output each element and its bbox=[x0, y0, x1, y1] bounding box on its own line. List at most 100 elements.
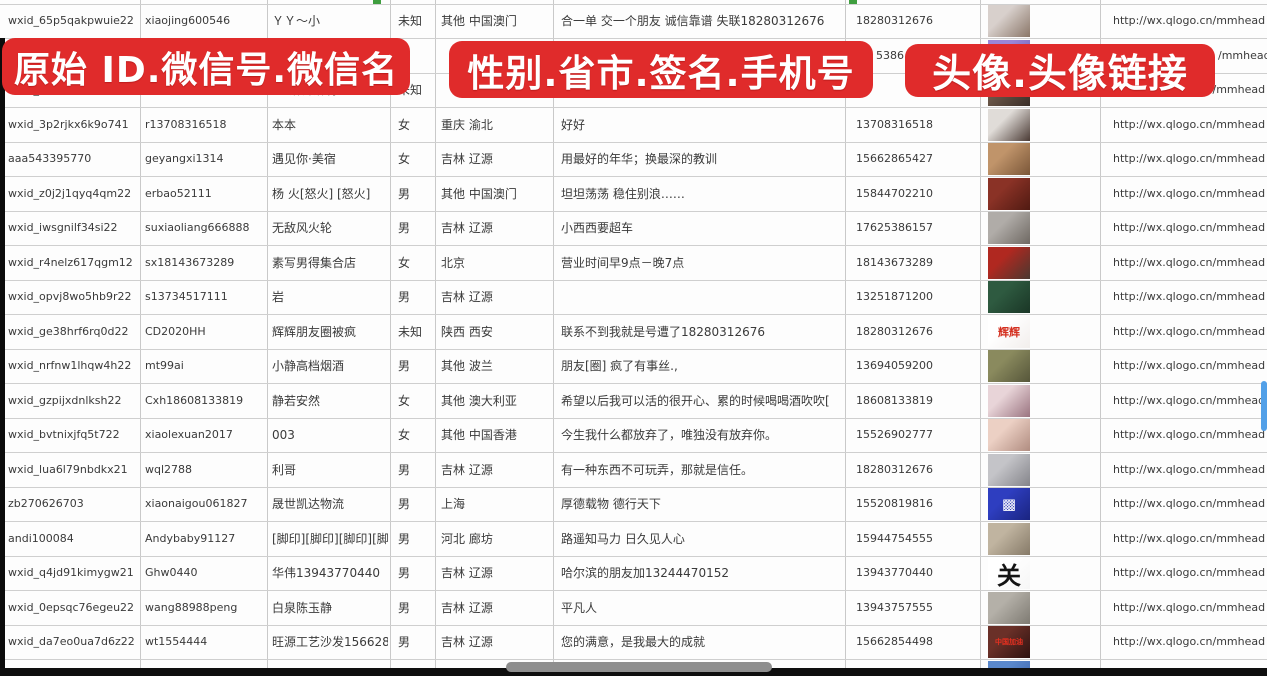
cell-phone[interactable]: 18143673289 bbox=[856, 246, 974, 280]
cell-name[interactable]: 杨 火[怒火] [怒火] bbox=[272, 186, 371, 201]
cell-signature[interactable]: 营业时间早9点－晚7点 bbox=[561, 255, 685, 270]
cell-province[interactable]: 其他 中国澳门 bbox=[441, 14, 517, 28]
cell-wxid[interactable]: zb270626703 bbox=[8, 497, 84, 510]
cell-weixin[interactable]: r13708316518 bbox=[145, 117, 227, 131]
cell-province[interactable]: 吉林 辽源 bbox=[441, 152, 493, 166]
cell-gender[interactable]: 未知 bbox=[398, 324, 423, 339]
cell-province[interactable]: 其他 中国澳门 bbox=[441, 186, 517, 201]
avatar-image[interactable]: 中国加油 bbox=[988, 626, 1030, 658]
cell-province[interactable]: 吉林 辽源 bbox=[441, 462, 493, 477]
cell-province[interactable]: 吉林 辽源 bbox=[441, 221, 493, 235]
cell-url[interactable]: http://wx.qlogo.cn/mmhead bbox=[1113, 152, 1266, 165]
cell-wxid[interactable]: wxid_nrfnw1lhqw4h22 bbox=[8, 359, 132, 372]
cell-signature[interactable]: 合一单 交一个朋友 诚信靠谱 失联18280312676 bbox=[561, 14, 825, 28]
cell-signature[interactable] bbox=[561, 280, 844, 314]
avatar-image[interactable] bbox=[988, 453, 1030, 486]
cell-wxid[interactable]: wxid_lua6l79nbdkx21 bbox=[8, 462, 128, 476]
cell-phone[interactable]: 13708316518 bbox=[856, 108, 974, 142]
cell-gender[interactable]: 男 bbox=[398, 531, 411, 546]
cell-wxid[interactable]: wxid_q4jd91kimygw21 bbox=[8, 566, 134, 579]
cell-province[interactable]: 吉林 辽源 bbox=[441, 290, 493, 304]
cell-name[interactable]: 辉辉朋友圈被疯 bbox=[272, 324, 357, 339]
cell-name[interactable]: 静若安然 bbox=[272, 393, 321, 408]
cell-phone[interactable]: 15844702210 bbox=[856, 177, 974, 211]
cell-url[interactable]: http://wx.qlogo.cn/mmhead bbox=[1113, 462, 1266, 476]
cell-weixin[interactable]: Cxh18608133819 bbox=[145, 393, 244, 407]
cell-signature[interactable]: 您的满意，是我最大的成就 bbox=[561, 635, 706, 649]
cell-phone[interactable]: 15662854498 bbox=[856, 625, 974, 659]
cell-weixin[interactable]: Andybaby91127 bbox=[145, 531, 236, 545]
cell-gender[interactable]: 女 bbox=[398, 255, 411, 270]
cell-name[interactable]: 旺源工艺沙发15662854 bbox=[272, 635, 388, 649]
cell-province[interactable]: 吉林 辽源 bbox=[441, 600, 493, 615]
cell-url[interactable]: http://wx.qlogo.cn/mmhead bbox=[1113, 14, 1266, 27]
cell-gender[interactable]: 男 bbox=[398, 600, 411, 615]
cell-url[interactable]: http://wx.qlogo.cn/mmhead bbox=[1113, 393, 1266, 407]
cell-phone[interactable]: 5386 bbox=[856, 39, 994, 73]
cell-weixin[interactable]: suxiaoliang666888 bbox=[145, 221, 250, 234]
cell-wxid[interactable]: wxid_opvj8wo5hb9r22 bbox=[8, 290, 132, 303]
cell-gender[interactable]: 男 bbox=[398, 497, 411, 511]
cell-wxid[interactable]: wxid_3p2rjkx6k9o741 bbox=[8, 117, 129, 131]
cell-weixin[interactable]: xiaojing600546 bbox=[145, 14, 231, 27]
cell-signature[interactable]: 用最好的年华；换最深的教训 bbox=[561, 152, 718, 166]
avatar-image[interactable] bbox=[988, 177, 1030, 210]
cell-phone[interactable]: 18608133819 bbox=[856, 384, 974, 418]
cell-phone[interactable]: 15520819816 bbox=[856, 487, 974, 521]
cell-name[interactable]: 晟世凯达物流 bbox=[272, 497, 345, 511]
avatar-image[interactable] bbox=[988, 419, 1030, 451]
cell-signature[interactable]: 好好 bbox=[561, 117, 586, 132]
cell-name[interactable]: 岩 bbox=[272, 290, 285, 304]
cell-signature[interactable]: 厚德载物 德行天下 bbox=[561, 497, 661, 511]
cell-signature[interactable]: 平凡人 bbox=[561, 600, 598, 615]
avatar-image[interactable]: 关 bbox=[988, 557, 1030, 589]
avatar-image[interactable]: ▩ bbox=[988, 488, 1030, 520]
cell-gender[interactable]: 女 bbox=[398, 117, 411, 132]
cell-province[interactable]: 吉林 辽源 bbox=[441, 635, 493, 649]
cell-weixin[interactable]: s13734517111 bbox=[145, 290, 228, 303]
cell-phone[interactable]: 18280312676 bbox=[856, 453, 974, 487]
cell-url[interactable]: /mmhead bbox=[1218, 48, 1267, 62]
cell-signature[interactable]: 路遥知马力 日久见人心 bbox=[561, 531, 685, 546]
avatar-image[interactable] bbox=[988, 212, 1030, 244]
cell-wxid[interactable]: andi100084 bbox=[8, 531, 74, 545]
cell-weixin[interactable]: wt1554444 bbox=[145, 635, 208, 648]
cell-signature[interactable]: 小西西要超车 bbox=[561, 221, 634, 235]
cell-gender[interactable]: 女 bbox=[398, 152, 411, 166]
cell-weixin[interactable]: mt99ai bbox=[145, 359, 184, 372]
cell-weixin[interactable]: xiaolexuan2017 bbox=[145, 428, 233, 441]
cell-signature[interactable]: 有一种东西不可玩弄，那就是信任。 bbox=[561, 462, 754, 477]
cell-wxid[interactable]: wxid_bvtnixjfq5t722 bbox=[8, 428, 120, 441]
cell-gender[interactable]: 男 bbox=[398, 462, 411, 477]
cell-weixin[interactable]: wql2788 bbox=[145, 462, 193, 476]
avatar-image[interactable] bbox=[988, 108, 1030, 141]
cell-province[interactable]: 吉林 辽源 bbox=[441, 566, 493, 580]
cell-name[interactable]: 素写男得集合店 bbox=[272, 255, 357, 270]
cell-gender[interactable]: 女 bbox=[398, 428, 411, 442]
cell-province[interactable]: 其他 中国香港 bbox=[441, 428, 517, 442]
avatar-image[interactable] bbox=[988, 350, 1030, 382]
cell-wxid[interactable]: wxid_65p5qakpwuie22 bbox=[8, 14, 134, 27]
cell-wxid[interactable]: wxid_r4nelz617qgm12 bbox=[8, 255, 133, 269]
cell-phone[interactable]: 13943770440 bbox=[856, 556, 974, 590]
avatar-image[interactable] bbox=[988, 384, 1030, 417]
cell-url[interactable]: http://wx.qlogo.cn/mmhead bbox=[1113, 221, 1266, 234]
cell-phone[interactable]: 18280312676 bbox=[856, 4, 974, 38]
avatar-image[interactable] bbox=[988, 143, 1030, 175]
cell-phone[interactable]: 18280312676 bbox=[856, 315, 974, 349]
avatar-image[interactable] bbox=[988, 246, 1030, 279]
cell-name[interactable]: 利哥 bbox=[272, 462, 297, 477]
cell-weixin[interactable]: geyangxi1314 bbox=[145, 152, 224, 165]
avatar-image[interactable]: 辉辉 bbox=[988, 315, 1030, 348]
cell-url[interactable]: http://wx.qlogo.cn/mmhead bbox=[1113, 255, 1266, 269]
cell-province[interactable]: 其他 澳大利亚 bbox=[441, 393, 517, 408]
cell-phone[interactable]: 13694059200 bbox=[856, 349, 974, 383]
cell-province[interactable]: 重庆 渝北 bbox=[441, 117, 493, 132]
cell-url[interactable]: http://wx.qlogo.cn/mmhead bbox=[1113, 186, 1266, 200]
cell-signature[interactable]: 今生我什么都放弃了，唯独没有放弃你。 bbox=[561, 428, 778, 442]
avatar-image[interactable] bbox=[988, 281, 1030, 313]
cell-name[interactable]: ＹＹ～小 bbox=[272, 14, 321, 28]
cell-url[interactable]: http://wx.qlogo.cn/mmhead bbox=[1113, 290, 1266, 303]
avatar-image[interactable] bbox=[988, 522, 1030, 555]
cell-province[interactable]: 河北 廊坊 bbox=[441, 531, 493, 546]
